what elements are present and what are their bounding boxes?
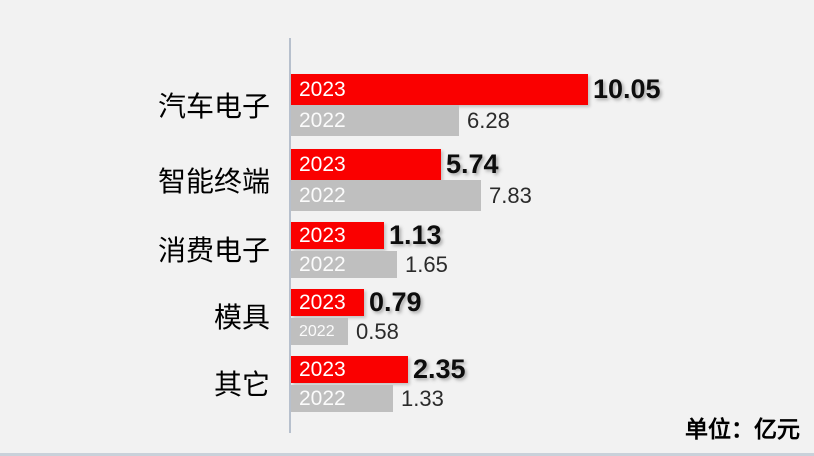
category-label: 消费电子: [157, 235, 270, 266]
bar-2023: 2023: [291, 289, 364, 316]
bar-2023: 2023: [291, 356, 408, 383]
bar-2022: 2022: [291, 318, 348, 345]
bar-year-label: 2023: [299, 152, 346, 176]
bar-year-label: 2022: [299, 252, 346, 276]
bar-2023: 2023: [291, 74, 588, 105]
value-label-2022: 0.58: [356, 318, 399, 344]
y-axis-line: [289, 38, 291, 433]
category-row-consumer-electronics: 消费电子 2023 1.13 2022 1.65: [0, 220, 814, 278]
value-label-2022: 6.28: [467, 107, 510, 133]
bar-year-label: 2023: [299, 290, 346, 314]
category-label: 智能终端: [157, 166, 270, 197]
bar-year-label: 2022: [299, 386, 346, 410]
value-label-2023: 5.74: [446, 149, 499, 179]
category-row-others: 其它 2023 2.35 2022 1.33: [0, 354, 814, 412]
category-label: 汽车电子: [157, 91, 270, 122]
bar-rows: 汽车电子 2023 10.05 2022 6.28 智能终端: [0, 74, 814, 421]
category-row-auto-electronics: 汽车电子 2023 10.05 2022 6.28: [0, 74, 814, 136]
bar-2023: 2023: [291, 222, 384, 249]
bar-year-label: 2022: [299, 322, 335, 340]
bar-year-label: 2023: [299, 77, 346, 101]
bar-year-label: 2023: [299, 357, 346, 381]
bar-year-label: 2022: [299, 108, 346, 132]
bar-2023: 2023: [291, 149, 441, 180]
value-label-2022: 1.33: [401, 385, 444, 411]
value-label-2022: 1.65: [405, 251, 448, 277]
category-row-molds: 模具 2023 0.79 2022 0.58: [0, 287, 814, 345]
bar-2022: 2022: [291, 251, 397, 278]
category-row-smart-terminal: 智能终端 2023 5.74 2022 7.83: [0, 149, 814, 211]
bar-year-label: 2022: [299, 183, 346, 207]
bar-2022: 2022: [291, 180, 481, 211]
value-label-2023: 0.79: [369, 287, 422, 317]
category-label: 模具: [213, 302, 270, 333]
bar-2022: 2022: [291, 105, 459, 136]
unit-label: 单位：亿元: [685, 416, 800, 442]
value-label-2023: 2.35: [413, 354, 466, 384]
category-label: 其它: [213, 369, 270, 400]
value-label-2022: 7.83: [489, 182, 532, 208]
bar-2022: 2022: [291, 385, 393, 412]
bar-year-label: 2023: [299, 223, 346, 247]
value-label-2023: 10.05: [593, 74, 661, 104]
value-label-2023: 1.13: [389, 220, 442, 250]
